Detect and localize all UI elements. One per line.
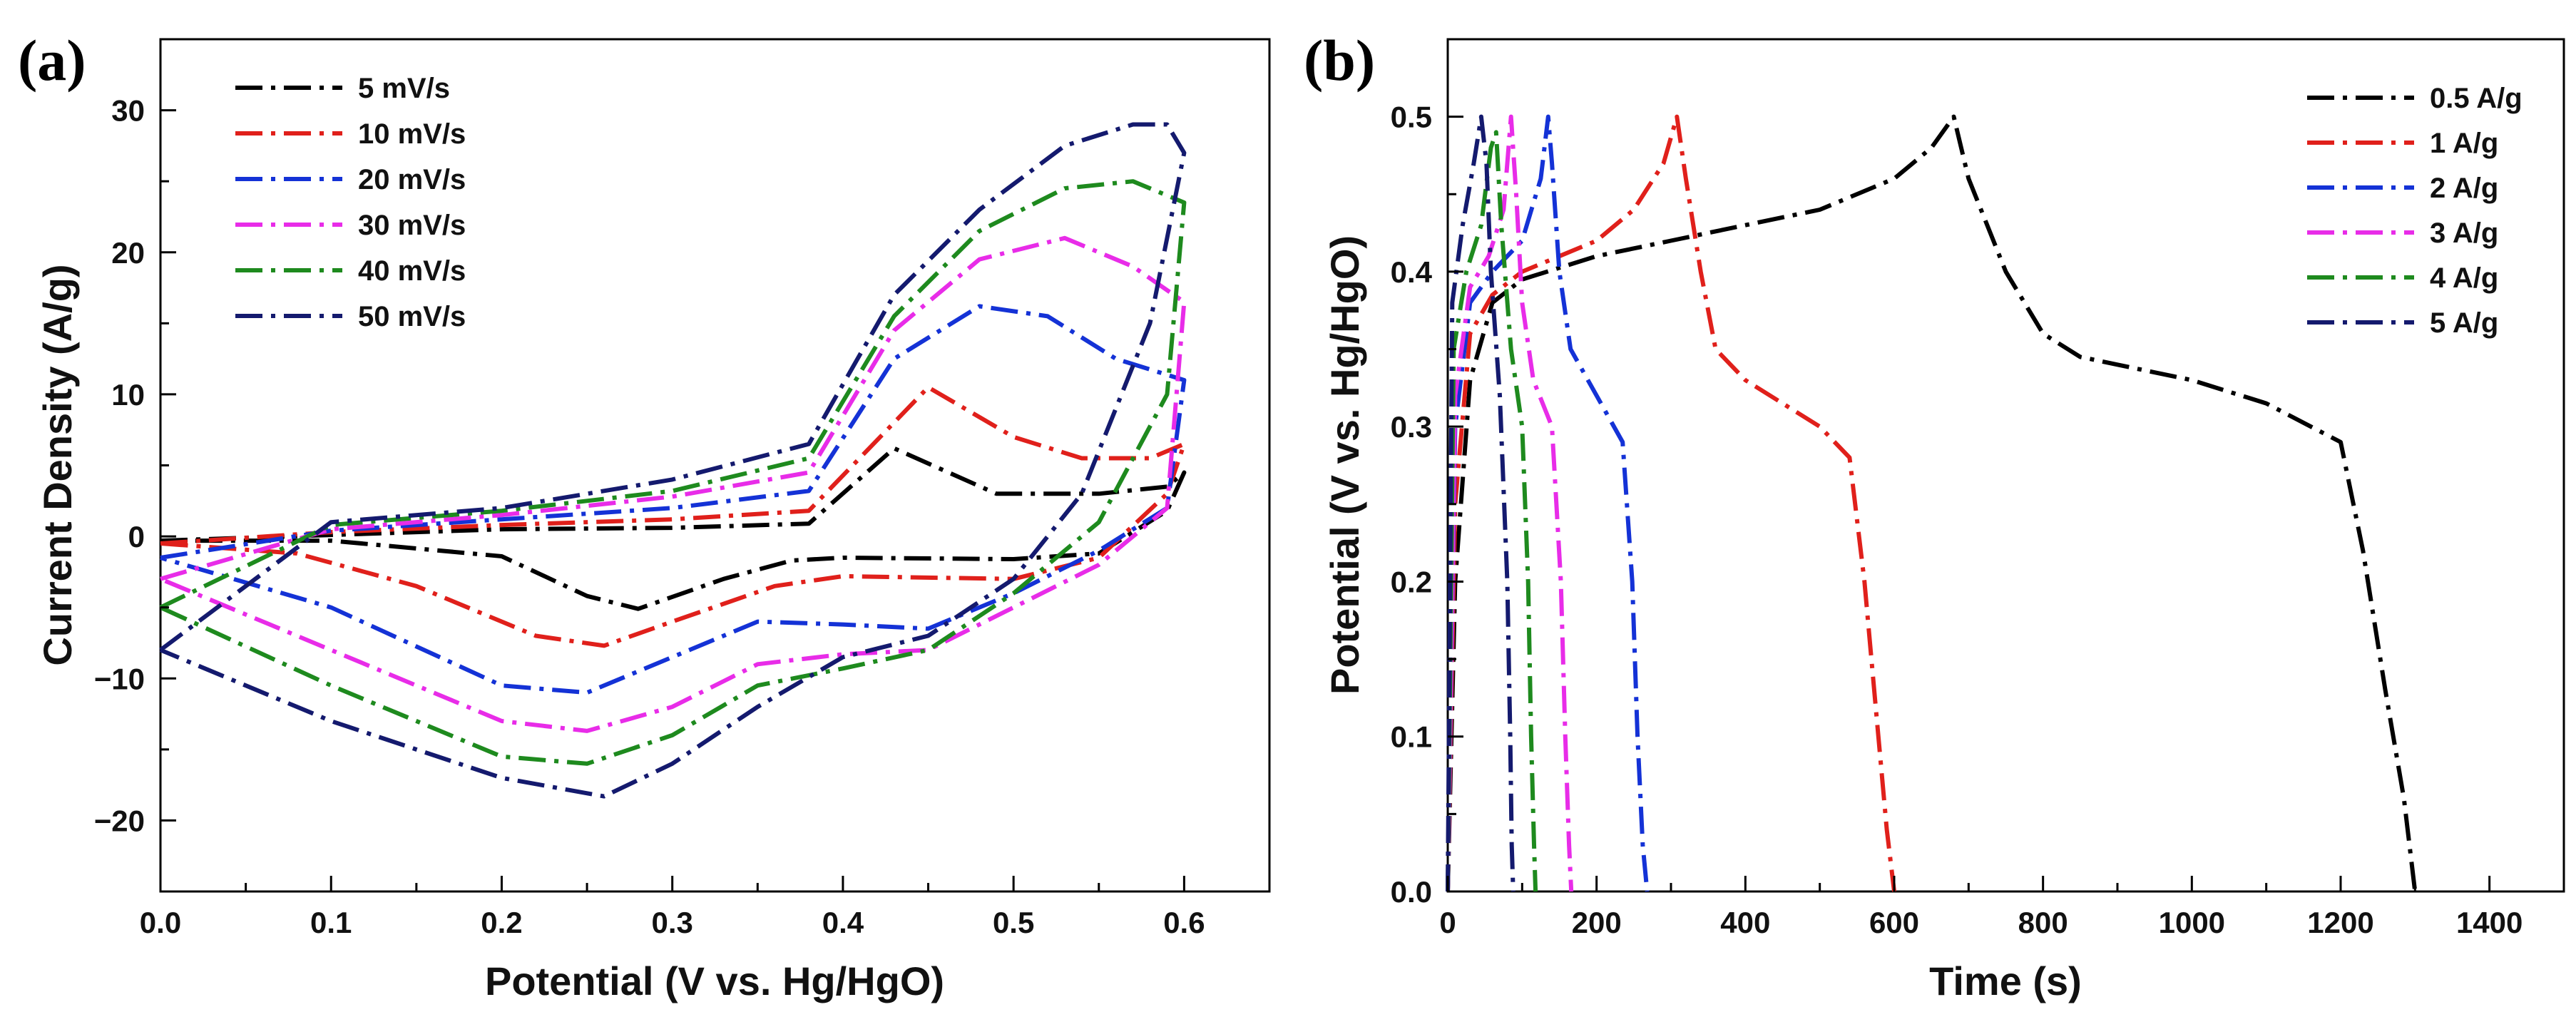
a-series-line-5 — [159, 179, 1187, 766]
b-x-tick-label: 1200 — [2307, 906, 2373, 939]
a-y-tick-label: 20 — [111, 236, 145, 270]
a-y-tick-label: 0 — [128, 520, 145, 553]
a-x-tick-label: 0.1 — [310, 906, 352, 939]
a-series-line-1 — [160, 446, 1187, 611]
b-legend-label-3: 2 A/g — [2430, 173, 2498, 204]
b-series-line-4 — [1446, 114, 1574, 892]
b-legend-label-4: 3 A/g — [2430, 218, 2498, 249]
panel-a-x-axis-label: Potential (V vs. Hg/HgO) — [485, 959, 944, 1003]
b-x-tick-label: 1000 — [2159, 906, 2225, 939]
b-y-tick-label: 0.5 — [1391, 101, 1432, 134]
a-legend-label-3: 20 mV/s — [358, 164, 466, 195]
panel-b-y-axis-label: Potential (V vs. Hg/HgO) — [1322, 235, 1367, 695]
panel-a-y-axis-label: Current Density (A/g) — [35, 264, 80, 665]
panel-b-series-group — [1446, 114, 2418, 892]
b-y-tick-label: 0.3 — [1391, 410, 1432, 444]
a-y-tick-label: −10 — [94, 662, 145, 695]
b-series-line-2 — [1446, 114, 1896, 892]
panel-b-y-axis: 0.0 0.1 0.2 0.3 0.4 0.5 — [1391, 101, 1463, 909]
a-series-line-2 — [160, 385, 1187, 648]
b-y-tick-label: 0.1 — [1391, 720, 1432, 754]
b-x-tick-label: 1400 — [2456, 906, 2523, 939]
b-series-line-3 — [1446, 114, 1650, 892]
panel-b-plot-frame — [1446, 38, 2565, 893]
a-x-tick-label: 0.0 — [140, 906, 181, 939]
b-x-tick-label: 400 — [1720, 906, 1770, 939]
a-x-tick-label: 0.6 — [1163, 906, 1205, 939]
panel-a-cv-chart: (a) 0.0 0.1 0.2 0.3 0.4 0.5 0.6 −20 −10 0 10 20 30 … — [18, 28, 1271, 1003]
panel-a-legend: 5 mV/s 10 mV/s 20 mV/s 30 mV/s 40 mV/s 50 mV/… — [235, 73, 466, 332]
b-x-tick-label: 0 — [1439, 906, 1456, 939]
a-series-line-4 — [159, 235, 1187, 733]
panel-b-x-axis-label: Time (s) — [1929, 959, 2082, 1003]
panel-a-y-axis: −20 −10 0 10 20 30 — [94, 94, 176, 837]
a-x-tick-label: 0.2 — [481, 906, 522, 939]
b-y-tick-label: 0.0 — [1391, 875, 1432, 909]
panel-a-x-axis: 0.0 0.1 0.2 0.3 0.4 0.5 0.6 — [140, 876, 1205, 939]
b-legend-label-1: 0.5 A/g — [2430, 83, 2523, 114]
b-legend-label-2: 1 A/g — [2430, 128, 2498, 159]
b-series-line-6 — [1446, 114, 1516, 892]
panel-b-legend: 0.5 A/g 1 A/g 2 A/g 3 A/g 4 A/g 5 A/g — [2307, 83, 2523, 339]
a-legend-label-5: 40 mV/s — [358, 255, 466, 287]
b-x-tick-label: 200 — [1572, 906, 1622, 939]
b-series-line-1 — [1446, 114, 2418, 892]
panel-a-series-group — [159, 122, 1187, 799]
a-legend-label-4: 30 mV/s — [358, 210, 466, 241]
a-legend-label-2: 10 mV/s — [358, 118, 466, 150]
b-y-tick-label: 0.2 — [1391, 565, 1432, 598]
panel-b-gcd-chart: (b) 0 200 400 600 800 1000 1200 1400 0.00.10.20… — [1304, 28, 2565, 1003]
a-y-tick-label: −20 — [94, 804, 145, 837]
a-series-line-6 — [159, 122, 1187, 799]
a-legend-label-6: 50 mV/s — [358, 301, 466, 332]
a-x-tick-label: 0.3 — [651, 906, 692, 939]
a-y-tick-label: 30 — [111, 94, 145, 128]
panel-a-plot-frame — [159, 38, 1271, 893]
b-legend-label-5: 4 A/g — [2430, 262, 2498, 294]
a-y-tick-label: 10 — [111, 378, 145, 412]
b-legend-label-6: 5 A/g — [2430, 307, 2498, 339]
a-legend-label-1: 5 mV/s — [358, 73, 450, 104]
b-y-tick-label: 0.4 — [1391, 255, 1433, 289]
a-series-line-3 — [160, 304, 1187, 695]
a-x-tick-label: 0.5 — [993, 906, 1034, 939]
panel-b-x-axis: 0 200 400 600 800 1000 1200 1400 — [1439, 876, 2523, 939]
panel-b-label: (b) — [1304, 28, 1375, 93]
panel-a-label: (a) — [18, 28, 86, 93]
b-x-tick-label: 800 — [2018, 906, 2068, 939]
b-x-tick-label: 600 — [1869, 906, 1919, 939]
a-x-tick-label: 0.4 — [822, 906, 864, 939]
b-series-line-5 — [1446, 130, 1538, 892]
